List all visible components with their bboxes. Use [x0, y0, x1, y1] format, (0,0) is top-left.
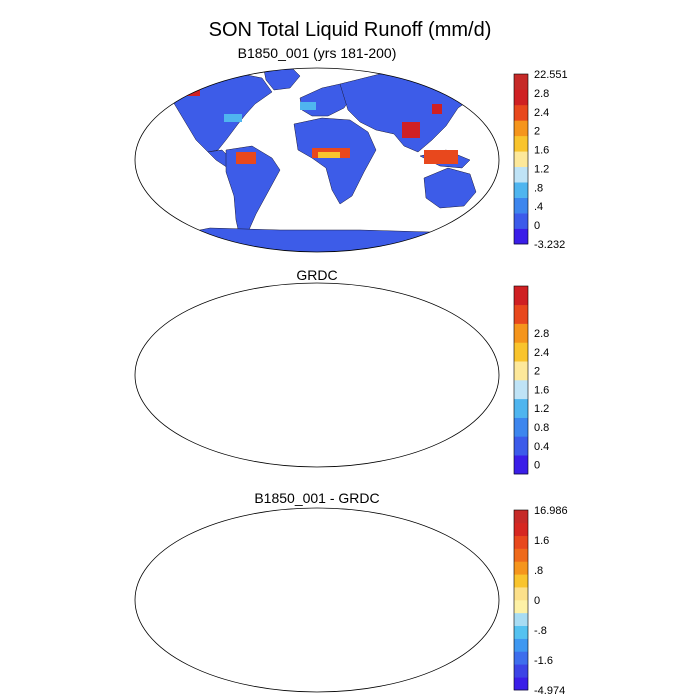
colorbar-tick-label: -3.232 — [534, 239, 565, 251]
colorbar-swatch — [514, 323, 528, 343]
colorbar-swatch — [514, 380, 528, 400]
colorbar-swatch — [514, 104, 528, 121]
colorbar-frame — [513, 285, 529, 475]
colorbar-obs: 0 0.4 0.8 1.2 1.6 2 2.4 2.8 — [513, 285, 549, 475]
colorbar-swatch — [514, 510, 528, 524]
figure-title: SON Total Liquid Runoff (mm/d) — [209, 19, 492, 41]
map-border-model — [134, 67, 500, 253]
colorbar-tick-label: -1.6 — [534, 655, 553, 667]
colorbar-tick-label: -4.974 — [534, 685, 565, 697]
colorbar-tick-label: -.8 — [534, 625, 547, 637]
colorbar-tick-label: 2 — [534, 366, 540, 378]
colorbar-tick-label: 1.6 — [534, 535, 549, 547]
colorbar-tick-label: 1.2 — [534, 403, 549, 415]
colorbar-tick-label: 2.8 — [534, 88, 549, 100]
colorbar-swatch — [514, 166, 528, 183]
colorbar-swatch — [514, 574, 528, 588]
colorbar-tick-label: 0.8 — [534, 422, 549, 434]
colorbar-swatch — [514, 612, 528, 627]
colorbar-tick-label: 0.4 — [534, 441, 549, 453]
panel-title-diff: B1850_001 - GRDC — [254, 490, 379, 506]
colorbar-swatch — [514, 522, 528, 537]
colorbar-swatch — [514, 286, 528, 306]
map-model — [135, 68, 499, 252]
colorbar-tick-label: .8 — [534, 182, 543, 194]
colorbar-swatch — [514, 677, 528, 691]
colorbar-swatch — [514, 561, 528, 575]
colorbar-swatch — [514, 638, 528, 652]
colorbar-tick-label: 0 — [534, 220, 540, 232]
colorbar-swatch — [514, 455, 528, 475]
colorbar-swatch — [514, 182, 528, 198]
panel-diff: B1850_001 - GRDC -4.974 -1.6 -.8 0 .8 1.6 16.9… — [134, 490, 568, 697]
colorbar-model: -3.232 0 .4 .8 1.2 1.6 2 2.4 2.8 22.551 — [513, 69, 568, 251]
colorbar-swatch — [514, 213, 528, 229]
colorbar-swatch — [514, 304, 528, 324]
colorbar-swatch — [514, 587, 528, 601]
colorbar-tick-label: 2.8 — [534, 328, 549, 340]
colorbar-swatch — [514, 535, 528, 549]
colorbar-swatch — [514, 436, 528, 456]
colorbar-tick-label: 1.2 — [534, 163, 549, 175]
colorbar-tick-label: .4 — [534, 201, 543, 213]
colorbar-tick-label: 0 — [534, 460, 540, 472]
colorbar-swatch — [514, 74, 528, 90]
colorbar-tick-label: 2 — [534, 126, 540, 138]
map-border-diff — [134, 507, 500, 693]
colorbar-tick-label: 2.4 — [534, 107, 549, 119]
panel-title-obs: GRDC — [296, 267, 337, 283]
colorbar-swatch — [514, 197, 528, 214]
colorbar-swatch — [514, 228, 528, 245]
colorbar-tick-label: 16.986 — [534, 505, 568, 517]
colorbar-swatch — [514, 548, 528, 562]
colorbar-swatch — [514, 398, 528, 418]
map-border-obs — [134, 282, 500, 468]
colorbar-tick-label: 22.551 — [534, 69, 568, 81]
colorbar-tick-label: 0 — [534, 595, 540, 607]
colorbar-swatch — [514, 89, 528, 106]
colorbar-swatch — [514, 151, 528, 168]
colorbar-tick-label: 1.6 — [534, 384, 549, 396]
colorbar-swatch — [514, 600, 528, 614]
colorbar-frame — [513, 73, 529, 245]
colorbar-swatch — [514, 625, 528, 639]
panel-obs: GRDC 0 0.4 0.8 1.2 1.6 2 2.4 2.8 — [134, 267, 549, 475]
colorbar-swatch — [514, 664, 528, 678]
colorbar-swatch — [514, 417, 528, 437]
colorbar-swatch — [514, 361, 528, 381]
colorbar-diff: -4.974 -1.6 -.8 0 .8 1.6 16.986 — [513, 505, 568, 697]
colorbar-tick-label: 2.4 — [534, 347, 549, 359]
colorbar-swatch — [514, 120, 528, 137]
panel-title-model: B1850_001 (yrs 181-200) — [238, 45, 397, 61]
panel-model: B1850_001 (yrs 181-200) -3.232 0 .4 .8 1.2 1.… — [134, 45, 568, 253]
colorbar-frame — [513, 509, 529, 691]
colorbar-swatch — [514, 651, 528, 665]
colorbar-swatch — [514, 135, 528, 152]
colorbar-tick-label: 1.6 — [534, 145, 549, 157]
colorbar-tick-label: .8 — [534, 565, 543, 577]
colorbar-swatch — [514, 342, 528, 362]
